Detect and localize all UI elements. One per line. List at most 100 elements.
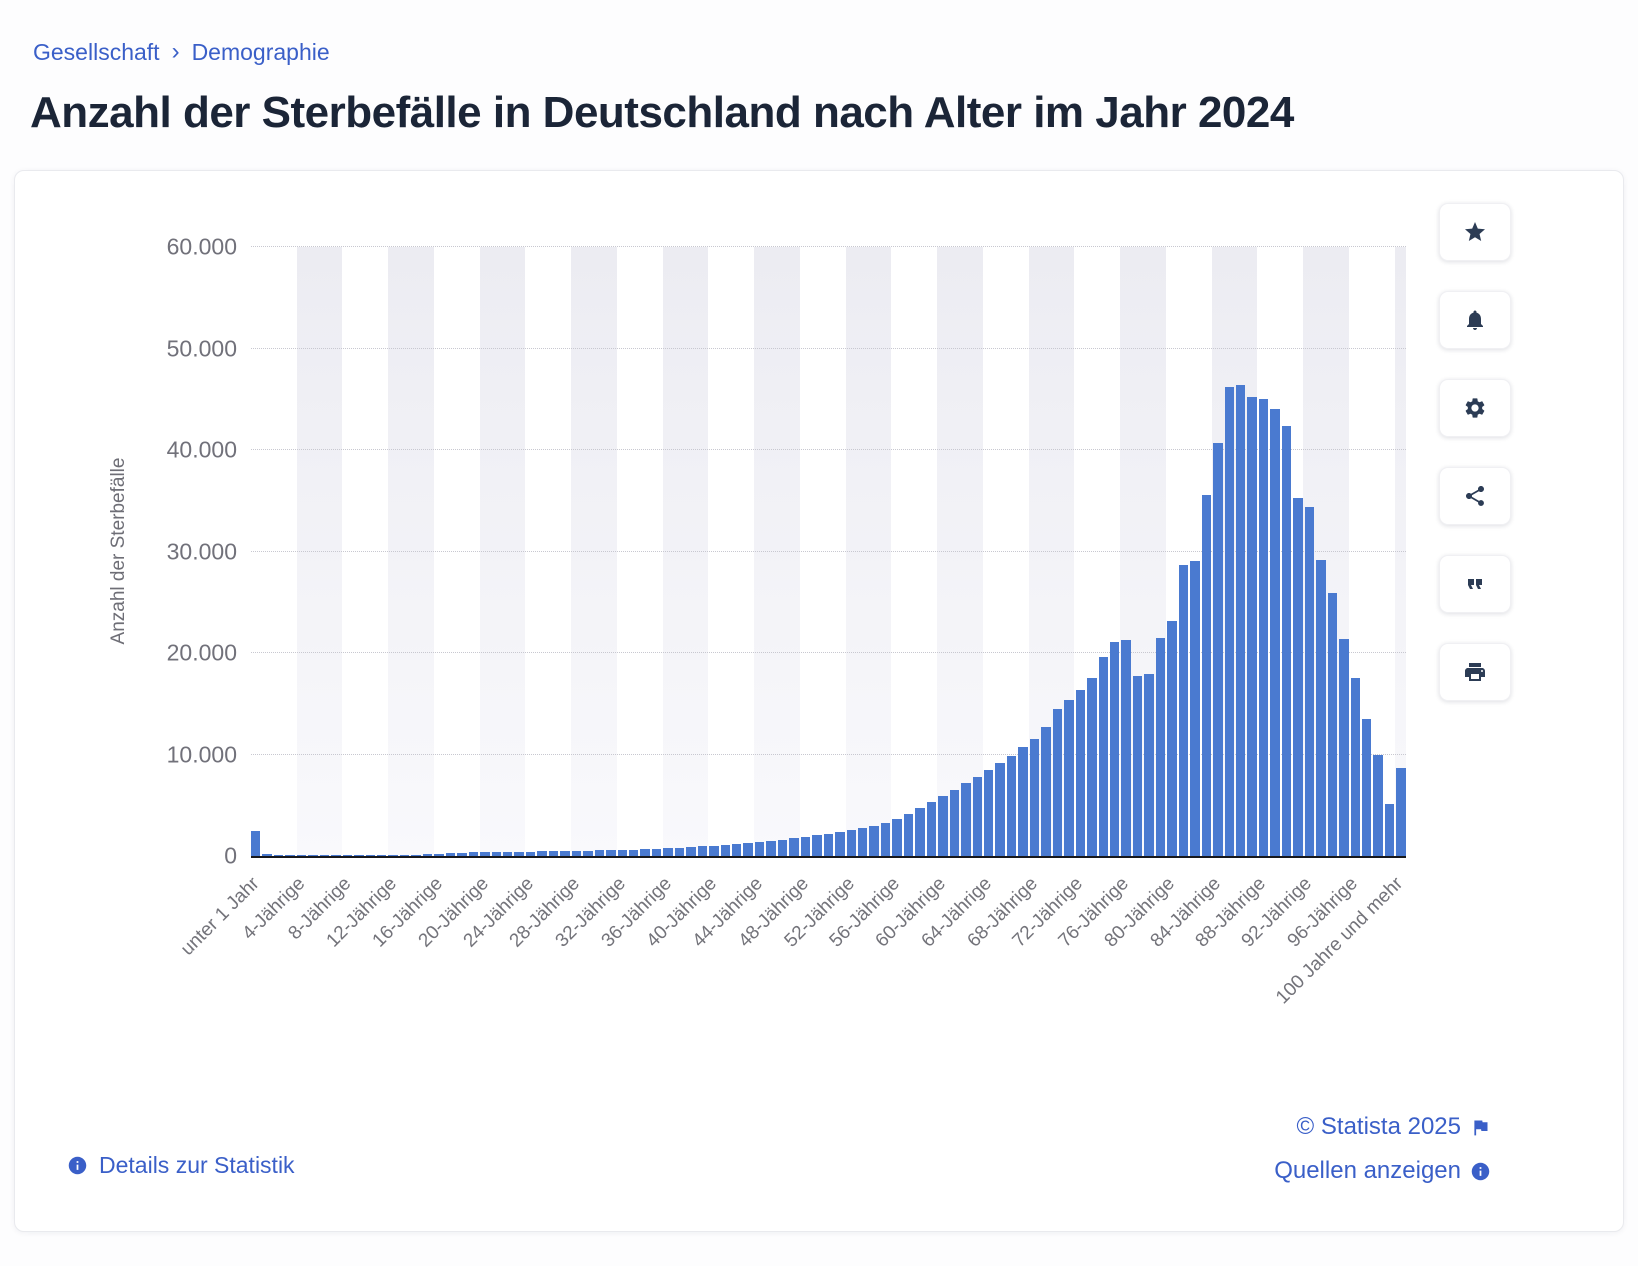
bar[interactable] — [777, 839, 788, 856]
bar[interactable] — [651, 848, 662, 856]
bar[interactable] — [880, 823, 891, 856]
bar[interactable] — [709, 845, 719, 856]
bar[interactable] — [1327, 593, 1338, 856]
bar[interactable] — [1041, 727, 1051, 856]
bar[interactable] — [961, 783, 971, 856]
bar[interactable] — [457, 852, 467, 856]
bar[interactable] — [319, 855, 330, 856]
bar[interactable] — [949, 789, 960, 856]
sources-link[interactable]: Quellen anzeigen — [1274, 1157, 1461, 1184]
bar[interactable] — [583, 850, 593, 856]
bar[interactable] — [1281, 425, 1292, 856]
settings-button[interactable] — [1439, 379, 1511, 437]
bar[interactable] — [1361, 718, 1372, 856]
bar[interactable] — [720, 844, 731, 856]
bar[interactable] — [766, 840, 776, 856]
bar[interactable] — [686, 846, 696, 856]
bar[interactable] — [1350, 678, 1360, 856]
cite-button[interactable] — [1439, 555, 1511, 613]
bar[interactable] — [1373, 754, 1383, 856]
print-button[interactable] — [1439, 643, 1511, 701]
bar[interactable] — [1178, 564, 1189, 856]
bar[interactable] — [1167, 620, 1177, 856]
bar[interactable] — [640, 849, 650, 856]
bar[interactable] — [296, 855, 307, 856]
favorite-button[interactable] — [1439, 203, 1511, 261]
breadcrumb-link-gesellschaft[interactable]: Gesellschaft — [33, 38, 160, 65]
bar[interactable] — [938, 795, 948, 856]
bar[interactable] — [903, 813, 914, 856]
bar[interactable] — [1121, 639, 1131, 856]
bar[interactable] — [1064, 699, 1074, 856]
bar[interactable] — [789, 838, 799, 856]
bar[interactable] — [571, 850, 582, 856]
bar[interactable] — [606, 850, 616, 856]
bar[interactable] — [1224, 387, 1234, 856]
bar[interactable] — [1075, 689, 1086, 856]
bar[interactable] — [434, 853, 444, 856]
bar[interactable] — [411, 854, 421, 856]
bar[interactable] — [617, 849, 627, 856]
statista-copyright-link[interactable]: © Statista 2025 — [1296, 1113, 1461, 1140]
bar[interactable] — [560, 851, 570, 856]
bar[interactable] — [995, 762, 1005, 856]
bar[interactable] — [491, 851, 501, 856]
bar[interactable] — [892, 818, 902, 856]
bar[interactable] — [1396, 767, 1406, 856]
bar[interactable] — [1018, 747, 1028, 856]
bar[interactable] — [915, 807, 925, 856]
bar[interactable] — [399, 854, 410, 856]
bar[interactable] — [354, 855, 364, 856]
bar[interactable] — [548, 851, 559, 856]
bar[interactable] — [835, 831, 845, 856]
bar[interactable] — [1087, 678, 1097, 856]
bar[interactable] — [1144, 674, 1154, 856]
bar[interactable] — [594, 850, 605, 856]
bar[interactable] — [1339, 638, 1349, 856]
notifications-button[interactable] — [1439, 291, 1511, 349]
bar[interactable] — [537, 851, 547, 856]
bar[interactable] — [1029, 739, 1040, 856]
bar[interactable] — [972, 776, 982, 856]
bar[interactable] — [331, 855, 341, 856]
bar[interactable] — [1006, 755, 1017, 856]
bar[interactable] — [342, 855, 353, 856]
bar[interactable] — [663, 848, 673, 856]
bar[interactable] — [1247, 397, 1257, 856]
bar[interactable] — [376, 855, 387, 856]
bar[interactable] — [1258, 399, 1269, 856]
bar[interactable] — [445, 853, 456, 856]
bar[interactable] — [984, 769, 994, 856]
bar[interactable] — [697, 846, 708, 856]
bar[interactable] — [468, 852, 479, 856]
bar[interactable] — [308, 855, 318, 856]
breadcrumb-link-demographie[interactable]: Demographie — [191, 38, 330, 65]
bar[interactable] — [1109, 641, 1120, 856]
bar[interactable] — [388, 854, 398, 856]
bar[interactable] — [858, 828, 868, 856]
bar[interactable] — [1270, 409, 1280, 856]
bar[interactable] — [285, 855, 295, 856]
bar[interactable] — [1190, 560, 1200, 856]
bar[interactable] — [812, 835, 822, 856]
bar[interactable] — [1293, 497, 1303, 856]
details-link[interactable]: Details zur Statistik — [99, 1152, 295, 1178]
bar[interactable] — [926, 801, 937, 856]
bar[interactable] — [1155, 637, 1166, 856]
bar[interactable] — [1213, 442, 1223, 856]
bar[interactable] — [1052, 708, 1063, 856]
bar[interactable] — [823, 833, 834, 856]
bar[interactable] — [262, 854, 272, 856]
bar[interactable] — [1098, 657, 1108, 856]
bar[interactable] — [525, 851, 536, 856]
bar[interactable] — [743, 842, 753, 856]
bar[interactable] — [628, 849, 639, 856]
bar[interactable] — [869, 825, 879, 856]
bar[interactable] — [514, 851, 524, 856]
bar[interactable] — [1316, 559, 1326, 856]
bar[interactable] — [674, 847, 685, 856]
bar[interactable] — [800, 836, 811, 856]
bar[interactable] — [1132, 676, 1143, 856]
bar[interactable] — [846, 830, 857, 856]
bar[interactable] — [732, 843, 742, 856]
